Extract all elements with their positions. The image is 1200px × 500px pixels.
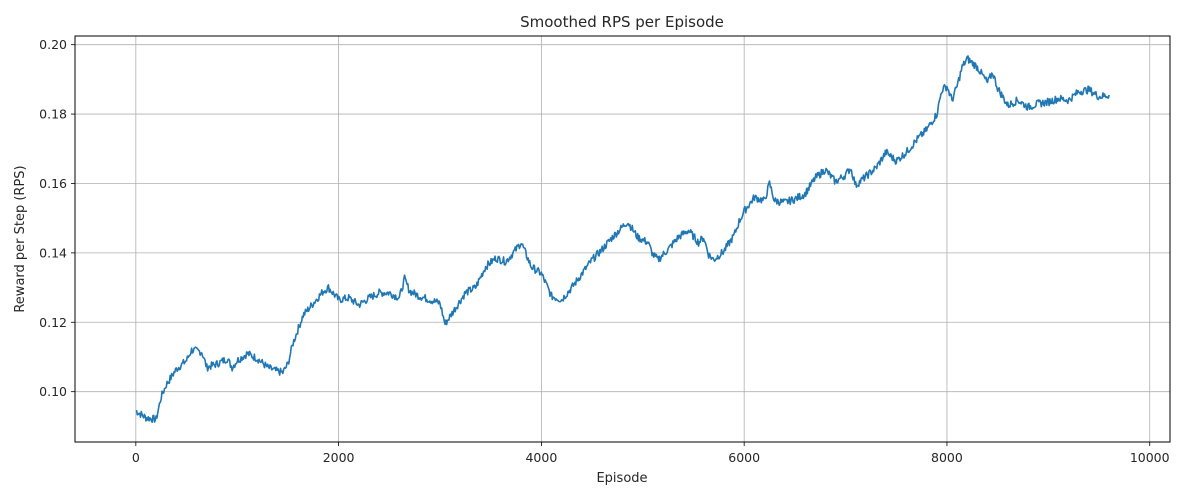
x-tick-label: 4000 bbox=[525, 450, 557, 465]
x-tick-label: 10000 bbox=[1130, 450, 1170, 465]
y-axis-label: Reward per Step (RPS) bbox=[13, 165, 28, 312]
x-tick-label: 8000 bbox=[931, 450, 963, 465]
y-tick-label: 0.16 bbox=[39, 176, 67, 191]
y-tick-label: 0.12 bbox=[39, 315, 67, 330]
axis-ticks: 0 2000 4000 6000 8000 10000 0.10 0.12 0.14 0.16 0.… bbox=[39, 37, 1169, 465]
series-layer bbox=[135, 55, 1110, 424]
grid bbox=[75, 36, 1170, 442]
y-tick-label: 0.14 bbox=[39, 245, 67, 260]
x-tick-label: 2000 bbox=[323, 450, 355, 465]
x-tick-label: 0 bbox=[132, 450, 140, 465]
x-tick-label: 6000 bbox=[728, 450, 760, 465]
chart-title: Smoothed RPS per Episode bbox=[520, 13, 724, 31]
y-tick-label: 0.10 bbox=[39, 384, 67, 399]
y-tick-label: 0.18 bbox=[39, 107, 67, 122]
plot-frame bbox=[74, 35, 1171, 443]
rps-series-line bbox=[135, 55, 1110, 424]
x-axis-label: Episode bbox=[596, 471, 647, 486]
y-tick-label: 0.20 bbox=[39, 37, 67, 52]
